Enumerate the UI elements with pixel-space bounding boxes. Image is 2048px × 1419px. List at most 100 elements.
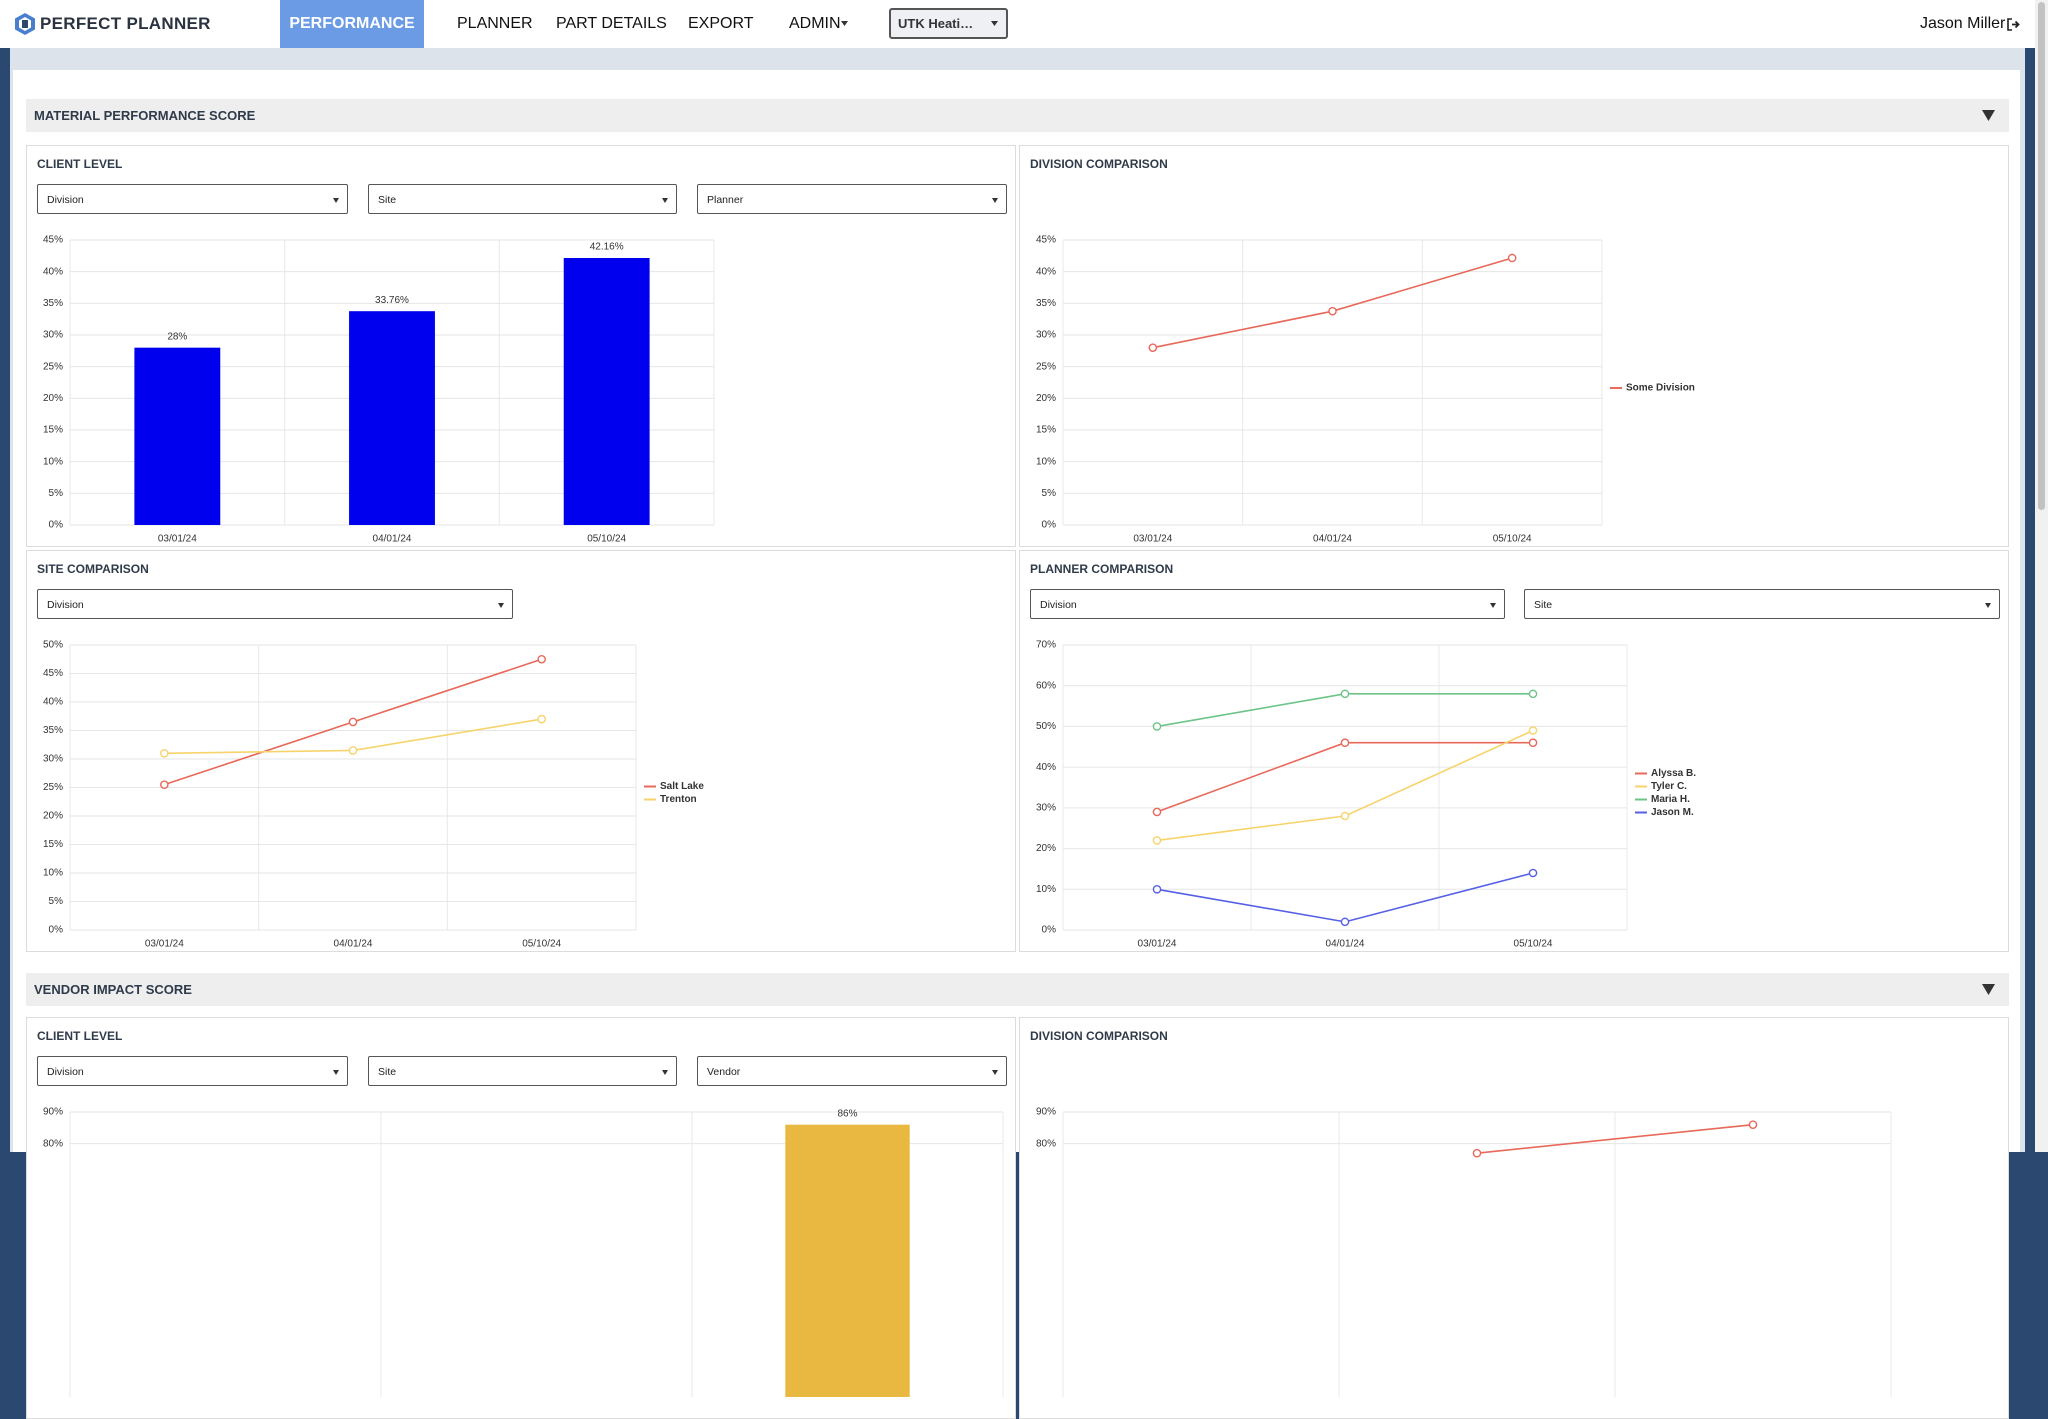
- data-point: [160, 748, 169, 758]
- user-name[interactable]: Jason Miller: [1920, 15, 2006, 32]
- y-tick-label: 30%: [43, 330, 63, 341]
- client-select[interactable]: UTK Heati…: [889, 8, 1008, 39]
- y-tick-label: 20%: [43, 393, 63, 404]
- y-tick-label: 20%: [1036, 843, 1056, 854]
- filter-select[interactable]: Division: [37, 184, 348, 214]
- x-tick-label: 03/01/24: [1138, 939, 1177, 950]
- nav-item[interactable]: PLANNER: [457, 15, 533, 32]
- filter-select[interactable]: Division: [1030, 589, 1505, 619]
- panel-title: CLIENT LEVEL: [37, 157, 123, 171]
- data-point: [1152, 884, 1162, 894]
- legend-label: Trenton: [660, 794, 697, 805]
- series-line: [1476, 1123, 1754, 1154]
- y-tick-label: 80%: [1036, 1138, 1056, 1149]
- y-tick-label: 0%: [1042, 925, 1057, 936]
- scrollbar[interactable]: [2035, 0, 2048, 1152]
- filter-select[interactable]: Site: [1524, 589, 2000, 619]
- logo-icon: [15, 13, 35, 35]
- x-tick-label: 03/01/24: [1133, 534, 1172, 545]
- data-point: [1472, 1148, 1482, 1158]
- series-line: [1156, 872, 1534, 923]
- x-tick-label: 05/10/24: [522, 939, 561, 950]
- x-tick-label: 05/10/24: [587, 534, 626, 545]
- filter-select[interactable]: Site: [368, 184, 677, 214]
- x-tick-label: 03/01/24: [158, 534, 197, 545]
- brand[interactable]: PERFECT PLANNER: [40, 14, 211, 33]
- panel-title: SITE COMPARISON: [37, 562, 149, 576]
- collapse-toggle[interactable]: [1982, 110, 1995, 121]
- chart: 80% 90%: [1036, 1107, 1892, 1397]
- nav-item[interactable]: PERFORMANCE: [280, 0, 424, 48]
- data-point: [1340, 811, 1350, 821]
- logout-icon[interactable]: [2007, 18, 2021, 31]
- bar: [785, 1124, 910, 1397]
- data-point: [1152, 836, 1162, 845]
- chart-panel: 0% 10% 20% 30% 40% 50% 60% 70% 03/01/24 04/01/24 0…: [1019, 550, 2009, 952]
- chart-panel: 80% 90% DIVISION COMPARISON: [1019, 1017, 2009, 1419]
- chart-panel: 0% 5% 10% 15% 20% 25% 30% 35% 40% 45% 03/01/24 04/0…: [26, 145, 1016, 547]
- nav-item[interactable]: EXPORT: [688, 15, 754, 32]
- scrollbar-thumb[interactable]: [2038, 2, 2045, 510]
- y-tick-label: 15%: [43, 425, 63, 436]
- y-tick-label: 40%: [43, 697, 63, 708]
- y-tick-label: 35%: [43, 298, 63, 309]
- collapse-toggle[interactable]: [1982, 984, 1995, 995]
- data-point: [1340, 917, 1350, 927]
- filter-select[interactable]: Vendor: [697, 1056, 1007, 1086]
- nav-item[interactable]: ADMIN: [789, 15, 841, 32]
- y-tick-label: 30%: [1036, 330, 1056, 341]
- y-tick-label: 90%: [43, 1107, 63, 1118]
- y-tick-label: 35%: [43, 725, 63, 736]
- filter-select[interactable]: Division: [37, 589, 513, 619]
- bar-label: 86%: [837, 1108, 857, 1119]
- data-point: [1528, 689, 1538, 699]
- section-header[interactable]: MATERIAL PERFORMANCE SCORE: [26, 99, 2009, 132]
- chart-panel: 0% 5% 10% 15% 20% 25% 30% 35% 40% 45% 03/01/24 04/0…: [1019, 145, 2009, 547]
- y-tick-label: 0%: [49, 925, 64, 936]
- bar-label: 33.76%: [375, 295, 409, 306]
- toggle-arrow: [1982, 110, 1995, 121]
- legend-label: Jason M.: [1651, 807, 1694, 818]
- chart: 0% 5% 10% 15% 20% 25% 30% 35% 40% 45% 03/01/24 04/0…: [1036, 235, 1695, 545]
- data-point: [537, 714, 546, 724]
- data-point: [348, 746, 358, 755]
- toggle-arrow: [1982, 984, 1995, 995]
- data-point: [537, 654, 546, 664]
- y-tick-label: 90%: [1036, 1107, 1056, 1118]
- y-tick-label: 45%: [43, 668, 63, 679]
- x-tick-label: 04/01/24: [373, 534, 412, 545]
- y-tick-label: 80%: [43, 1138, 63, 1149]
- y-tick-label: 10%: [1036, 884, 1056, 895]
- legend-label: Salt Lake: [660, 781, 704, 792]
- chart: 0% 10% 20% 30% 40% 50% 60% 70% 03/01/24 04/01/24 0…: [1036, 640, 1696, 950]
- x-tick-label: 05/10/24: [1514, 939, 1553, 950]
- panel-title: DIVISION COMPARISON: [1030, 1029, 1168, 1043]
- y-tick-label: 5%: [49, 488, 64, 499]
- legend-label: Tyler C.: [1651, 781, 1687, 792]
- chart: 0% 5% 10% 15% 20% 25% 30% 35% 40% 45% 50% 03/01/24 0…: [43, 640, 704, 950]
- y-tick-label: 35%: [1036, 298, 1056, 309]
- y-tick-label: 45%: [1036, 235, 1056, 246]
- series-line: [1156, 693, 1533, 728]
- data-point: [160, 780, 169, 789]
- y-tick-label: 25%: [43, 361, 63, 372]
- nav-item[interactable]: PART DETAILS: [556, 15, 667, 32]
- y-tick-label: 5%: [1042, 488, 1057, 499]
- y-tick-label: 20%: [1036, 393, 1056, 404]
- section-header[interactable]: VENDOR IMPACT SCORE: [26, 973, 2009, 1006]
- top-nav: PERFECT PLANNER PERFORMANCE PLANNER PART…: [0, 0, 2035, 48]
- y-tick-label: 30%: [1036, 802, 1056, 813]
- bar-label: 28%: [167, 331, 187, 342]
- y-tick-label: 30%: [43, 754, 63, 765]
- x-tick-label: 04/01/24: [1313, 534, 1352, 545]
- data-point: [1528, 726, 1538, 735]
- y-tick-label: 10%: [43, 868, 63, 879]
- data-point: [1340, 689, 1350, 699]
- filter-select[interactable]: Site: [368, 1056, 677, 1086]
- filter-select[interactable]: Planner: [697, 184, 1007, 214]
- y-tick-label: 50%: [43, 640, 63, 651]
- legend-label: Some Division: [1626, 383, 1695, 394]
- y-tick-label: 5%: [49, 896, 64, 907]
- filter-select[interactable]: Division: [37, 1056, 348, 1086]
